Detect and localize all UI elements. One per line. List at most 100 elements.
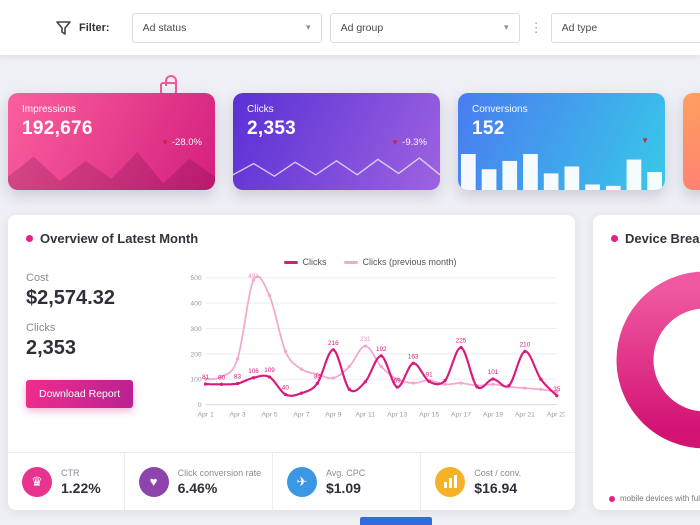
ad-status-value: Ad status — [142, 21, 187, 34]
legend-label: Clicks — [302, 257, 327, 267]
cost-label: Cost — [26, 272, 49, 284]
svg-text:Apr 17: Apr 17 — [451, 411, 471, 418]
legend-item-clicks-previous[interactable]: Clicks (previous month) — [344, 257, 457, 267]
ad-type-select[interactable]: Ad type ▾ — [550, 12, 700, 43]
overview-title: Overview of Latest Month — [40, 231, 199, 246]
clicks-line-chart: 0 100 200 300 400 500 Apr 1 Apr 3 Apr 5 Apr 7 Apr … — [190, 273, 565, 419]
svg-text:500: 500 — [190, 275, 202, 282]
overview-body: Cost $2,574.32 Clicks 2,353 Download Rep… — [8, 252, 575, 431]
svg-text:192: 192 — [376, 346, 387, 353]
stat-label: CTR — [61, 467, 80, 478]
ad-type-value: Ad type — [561, 21, 598, 34]
svg-text:491: 491 — [248, 273, 259, 280]
conversions-sparkline — [461, 154, 662, 190]
kpi-label: Conversions — [472, 104, 528, 115]
kpi-value: 192,676 — [22, 118, 93, 139]
svg-text:Apr 11: Apr 11 — [355, 411, 375, 418]
filter-bar: Filter: Ad status ▾ Ad group ▾ ⋮ Ad type… — [0, 0, 700, 55]
clicks-value: 2,353 — [26, 337, 77, 359]
kpi-label: Impressions — [22, 104, 76, 115]
legend-item-clicks[interactable]: Clicks — [284, 257, 326, 267]
filter-funnel-icon — [56, 20, 71, 35]
kpi-delta-value: -28.0% — [171, 137, 202, 148]
chevron-down-icon: ▾ — [504, 22, 509, 32]
device-donut-chart — [616, 271, 700, 449]
svg-text:225: 225 — [456, 338, 467, 345]
svg-text:Apr 1: Apr 1 — [197, 411, 213, 418]
accent-dot-icon — [611, 235, 618, 242]
svg-text:200: 200 — [190, 351, 202, 358]
svg-text:40: 40 — [282, 385, 290, 392]
svg-text:163: 163 — [408, 353, 419, 360]
svg-text:400: 400 — [190, 301, 202, 308]
stat-ctr: ♛ CTR 1.22% — [8, 453, 124, 510]
svg-text:Apr 21: Apr 21 — [515, 411, 535, 418]
svg-text:69: 69 — [394, 377, 402, 384]
device-legend-label: mobile devices with full browsers — [620, 494, 700, 503]
svg-text:91: 91 — [426, 372, 434, 379]
main-content: Overview of Latest Month Cost $2,574.32 … — [8, 215, 700, 510]
ad-status-select[interactable]: Ad status ▾ — [131, 12, 322, 43]
kpi-row: Impressions 192,676 ▼ -28.0% Clicks 2,35… — [8, 93, 700, 190]
arrow-down-icon: ▼ — [641, 136, 649, 145]
svg-text:Apr 13: Apr 13 — [387, 411, 407, 418]
svg-text:35: 35 — [553, 386, 561, 393]
svg-text:Apr 19: Apr 19 — [483, 411, 503, 418]
filter-label: Filter: — [79, 21, 110, 34]
svg-text:Apr 5: Apr 5 — [261, 411, 277, 418]
stat-value: 1.22% — [61, 479, 101, 496]
overview-card: Overview of Latest Month Cost $2,574.32 … — [8, 215, 575, 510]
stat-avg-cpc: ✈ Avg. CPC $1.09 — [271, 453, 420, 510]
legend-swatch-icon — [344, 260, 359, 264]
legend-dot-icon — [609, 495, 615, 502]
kpi-card-clicks: Clicks 2,353 ▼ -9.3% — [233, 93, 440, 190]
chart-legend: Clicks Clicks (previous month) — [176, 254, 565, 270]
kpi-card-partial — [683, 93, 700, 190]
svg-text:216: 216 — [328, 340, 339, 347]
chevron-down-icon: ▾ — [306, 22, 311, 32]
svg-text:Apr 7: Apr 7 — [293, 411, 309, 418]
kpi-value: 2,353 — [247, 118, 297, 139]
device-breakdown-title: Device Breakdown — [625, 231, 700, 246]
svg-text:Apr 9: Apr 9 — [325, 411, 341, 418]
svg-text:106: 106 — [248, 368, 259, 375]
arrow-down-icon: ▼ — [391, 137, 400, 147]
plane-icon: ✈ — [286, 466, 317, 497]
clicks-sparkline — [233, 157, 440, 178]
legend-swatch-icon — [284, 260, 299, 264]
svg-text:81: 81 — [202, 374, 210, 381]
svg-text:101: 101 — [488, 369, 499, 376]
impressions-sparkline — [8, 152, 215, 190]
cost-value: $2,574.32 — [26, 287, 115, 309]
ad-group-value: Ad group — [340, 21, 384, 34]
stat-label: Click conversion rate — [177, 467, 262, 478]
svg-text:Apr 15: Apr 15 — [419, 411, 439, 418]
ad-group-select[interactable]: Ad group ▾ — [329, 12, 520, 43]
overview-metrics: Cost $2,574.32 Clicks 2,353 Download Rep… — [26, 252, 176, 431]
device-breakdown-card: Device Breakdown mobile devices with ful… — [593, 215, 700, 510]
svg-text:109: 109 — [264, 367, 275, 374]
kpi-card-impressions: Impressions 192,676 ▼ -28.0% — [8, 93, 215, 190]
kpi-label: Clicks — [247, 104, 274, 115]
divider-dots-icon: ⋮ — [529, 19, 543, 35]
svg-text:80: 80 — [218, 374, 226, 381]
kpi-card-conversions: Conversions 152 ▼ — [458, 93, 665, 190]
svg-text:Apr 23: Apr 23 — [547, 411, 565, 418]
kpi-delta: ▼ — [641, 137, 652, 145]
svg-text:84: 84 — [314, 373, 322, 380]
svg-text:Apr 3: Apr 3 — [229, 411, 245, 418]
stat-label: Cost / conv. — [474, 467, 522, 478]
download-report-button[interactable]: Download Report — [26, 380, 134, 408]
crown-icon: ♛ — [22, 466, 52, 497]
stats-row: ♛ CTR 1.22% ♥ Click conversion rate 6.46… — [8, 452, 575, 510]
stat-cost-per-conv: Cost / conv. $16.94 — [420, 453, 575, 510]
clicks-label: Clicks — [26, 322, 56, 334]
kpi-delta: ▼ -28.0% — [161, 137, 202, 148]
overview-header: Overview of Latest Month — [8, 215, 575, 252]
svg-text:231: 231 — [360, 336, 371, 343]
device-breakdown-header: Device Breakdown — [593, 215, 700, 252]
accent-dot-icon — [26, 235, 33, 242]
arrow-down-icon: ▼ — [160, 137, 169, 147]
kpi-delta: ▼ -9.3% — [391, 137, 427, 148]
stat-value: 6.46% — [177, 479, 218, 496]
